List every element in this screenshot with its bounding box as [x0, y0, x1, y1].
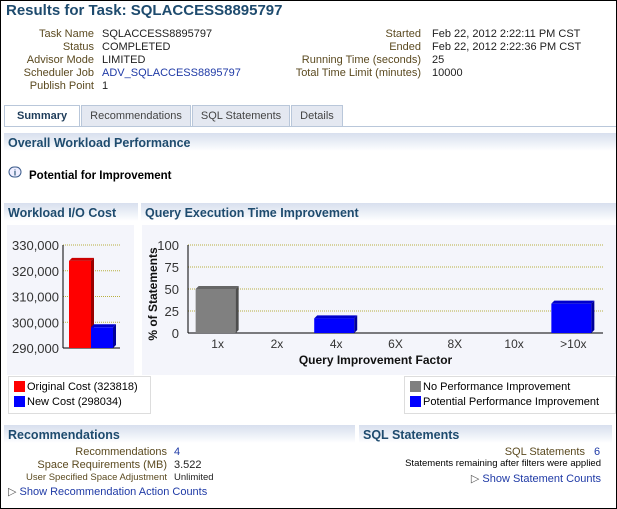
scheduler-job-link[interactable]: ADV_SQLACCESS8895797 — [102, 67, 241, 79]
recommendations-label: Recommendations — [75, 446, 167, 458]
bar — [551, 303, 592, 333]
bar — [195, 289, 236, 333]
bar-side — [235, 286, 239, 333]
show-recommendation-counts-toggle[interactable]: ▷ Show Recommendation Action Counts — [8, 486, 207, 499]
io-cost-chart: 330,000 320,000 310,000 300,000 290,000 — [12, 238, 120, 356]
page-title: Results for Task: SQLACCESS8895797 — [6, 2, 283, 19]
bar-side — [591, 300, 595, 333]
recommendations-count-link[interactable]: 4 — [174, 446, 181, 458]
toggle-label: Show Recommendation Action Counts — [19, 486, 208, 498]
legend-label: Original Cost (323818) — [27, 381, 138, 393]
info-label: Task Name — [38, 28, 94, 40]
tab-bar: Summary Recommendations SQL Statements D… — [4, 105, 344, 127]
y-tick-label: 320,000 — [12, 264, 59, 279]
info-value: 25 — [432, 54, 445, 66]
x-tick-label: 1x — [211, 337, 224, 351]
bar — [314, 318, 355, 333]
query-time-chart: 100 75 50 25 0 1x 2x 4x 6X 8X 10x >10x Query Improve… — [146, 238, 603, 367]
y-tick-label: 0 — [172, 326, 179, 341]
info-value: Feb 22, 2012 2:22:36 PM CST — [432, 41, 582, 53]
legend-swatch-blue — [410, 396, 421, 407]
x-tick-label: 8X — [447, 337, 462, 351]
space-req-value: 3.522 — [174, 459, 202, 471]
info-label: Total Time Limit (minutes) — [295, 67, 421, 79]
sql-statements-label: SQL Statements — [504, 446, 585, 458]
info-value: LIMITED — [102, 54, 146, 66]
legend-label: New Cost (298034) — [27, 396, 122, 408]
space-adjust-value: Unlimited — [174, 472, 214, 483]
improvement-message: Potential for Improvement — [29, 170, 172, 182]
bar — [69, 260, 91, 348]
info-label: Status — [62, 41, 94, 53]
query-time-header: Query Execution Time Improvement — [141, 203, 616, 221]
bar-top — [195, 286, 239, 289]
tab-summary[interactable]: Summary — [4, 105, 81, 127]
space-req-label: Space Requirements (MB) — [37, 459, 167, 471]
bar-top — [314, 315, 358, 319]
bar-top — [69, 257, 94, 261]
info-value: COMPLETED — [102, 41, 171, 53]
info-value: Feb 22, 2012 2:22:11 PM CST — [432, 28, 581, 40]
info-label: Ended — [389, 41, 421, 53]
tab-sql-statements[interactable]: SQL Statements — [191, 105, 291, 127]
x-tick-label: >10x — [560, 337, 586, 351]
sql-statements-header: SQL Statements — [359, 425, 612, 443]
y-tick-label: 290,000 — [12, 341, 59, 356]
legend-item: Original Cost (323818) — [14, 380, 145, 395]
y-tick-label: 25 — [165, 304, 179, 319]
info-value: SQLACCESS8895797 — [102, 28, 213, 40]
io-cost-legend: Original Cost (323818) New Cost (298034) — [8, 376, 151, 414]
y-tick-label: 100 — [157, 238, 179, 253]
disclosure-triangle-icon: ▷ — [8, 486, 20, 498]
legend-label: No Performance Improvement — [423, 381, 571, 393]
space-adjust-label: User Specified Space Adjustment — [26, 472, 167, 483]
info-label: Running Time (seconds) — [301, 54, 421, 66]
x-tick-label: 4x — [330, 337, 343, 351]
svg-text:i: i — [14, 169, 16, 178]
io-cost-header: Workload I/O Cost — [4, 203, 138, 221]
bar-side — [354, 315, 358, 333]
legend-swatch-red — [14, 381, 25, 392]
x-tick-label: 2x — [271, 337, 284, 351]
tab-recommendations[interactable]: Recommendations — [81, 105, 191, 127]
query-time-legend: No Performance Improvement Potential Per… — [404, 376, 616, 414]
info-label: Started — [385, 28, 421, 40]
legend-swatch-gray — [410, 381, 421, 392]
x-axis-title: Query Improvement Factor — [299, 353, 453, 367]
legend-item: No Performance Improvement — [410, 380, 610, 395]
bar-side — [113, 324, 116, 348]
y-tick-label: 330,000 — [12, 238, 59, 253]
recommendations-header: Recommendations — [4, 425, 355, 443]
info-label: Scheduler Job — [23, 67, 94, 79]
bar — [91, 327, 113, 348]
sql-statements-count-link[interactable]: 6 — [594, 446, 601, 458]
show-statement-counts-toggle[interactable]: ▷ Show Statement Counts — [471, 473, 601, 486]
tab-details[interactable]: Details — [291, 105, 343, 127]
y-tick-label: 310,000 — [12, 290, 59, 305]
legend-swatch-blue — [14, 396, 25, 407]
overall-header: Overall Workload Performance — [4, 133, 616, 151]
legend-item: Potential Performance Improvement — [410, 395, 610, 410]
sql-statements-note: Statements remaining after filters were … — [405, 458, 601, 469]
legend-item: New Cost (298034) — [14, 395, 145, 410]
legend-label: Potential Performance Improvement — [423, 396, 600, 408]
tab-divider — [4, 126, 616, 127]
info-value: 10000 — [432, 67, 463, 79]
y-tick-label: 300,000 — [12, 315, 59, 330]
y-tick-label: 50 — [165, 282, 179, 297]
x-tick-label: 10x — [504, 337, 523, 351]
y-axis-title: % of Statements — [146, 247, 160, 341]
disclosure-triangle-icon: ▷ — [470, 473, 483, 485]
info-icon: i — [8, 166, 24, 180]
bar-top — [551, 300, 595, 304]
toggle-label: Show Statement Counts — [482, 473, 601, 485]
info-label: Advisor Mode — [26, 54, 94, 66]
info-label: Publish Point — [29, 80, 94, 92]
info-value: 1 — [102, 80, 109, 92]
x-tick-label: 6X — [388, 337, 403, 351]
bar-top — [91, 324, 116, 328]
y-tick-label: 75 — [165, 260, 179, 275]
